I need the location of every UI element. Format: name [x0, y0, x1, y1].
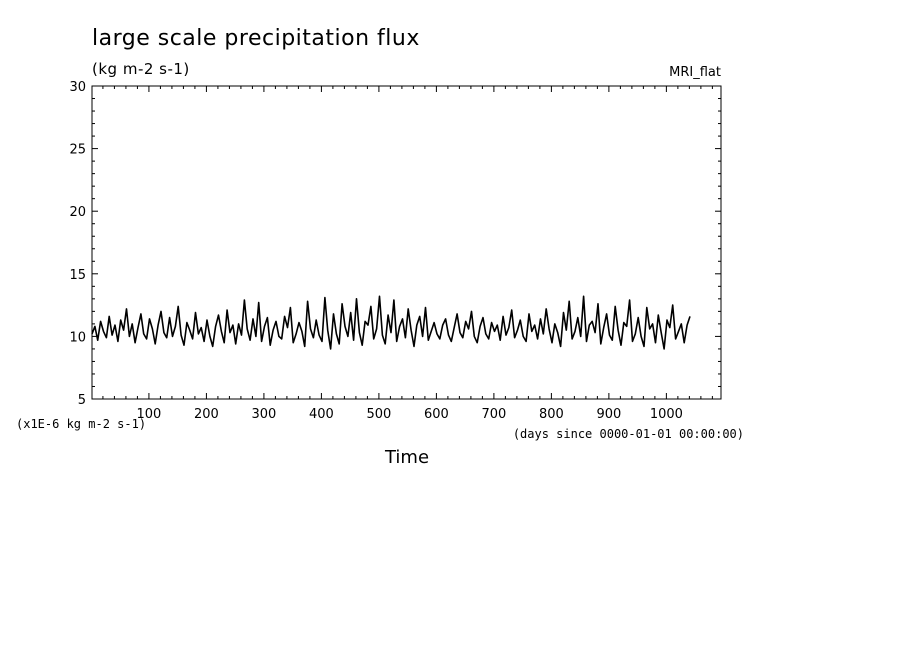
x-tick-label: 500: [366, 407, 391, 422]
series-line: [91, 295, 691, 350]
y-tick-label: 15: [69, 268, 86, 283]
y-tick-label: 20: [69, 205, 86, 220]
x-tick-label: 400: [309, 407, 334, 422]
model-label: MRI_flat: [669, 65, 721, 80]
x-tick-label: 800: [539, 407, 564, 422]
x-axis: 100 200 300 400 500 600 700 800 900 1000: [102, 86, 713, 422]
y-tick-label: 10: [69, 330, 86, 345]
x-tick-label: 300: [251, 407, 276, 422]
y-tick-label: 25: [69, 143, 86, 158]
x-tick-label: 600: [424, 407, 449, 422]
y-tick-label: 30: [69, 80, 86, 95]
x-tick-label: 1000: [650, 407, 683, 422]
x-axis-title: Time: [384, 447, 429, 468]
x-tick-label: 900: [596, 407, 621, 422]
x-units-label: (days since 0000-01-01 00:00:00): [513, 427, 744, 441]
plot-frame: [91, 85, 722, 400]
y-axis: 5 10 15 20 25 30: [69, 80, 721, 408]
plot-border: [91, 85, 722, 400]
chart-title: large scale precipitation flux: [92, 26, 420, 51]
x-tick-label: 200: [194, 407, 219, 422]
series-layer: [91, 295, 691, 350]
x-tick-label: 700: [481, 407, 506, 422]
y-scale-label: (x1E-6 kg m-2 s-1): [16, 417, 146, 431]
y-tick-label: 5: [78, 393, 86, 408]
chart-units-label: (kg m-2 s-1): [92, 60, 190, 78]
x-tick-label: 100: [137, 407, 162, 422]
